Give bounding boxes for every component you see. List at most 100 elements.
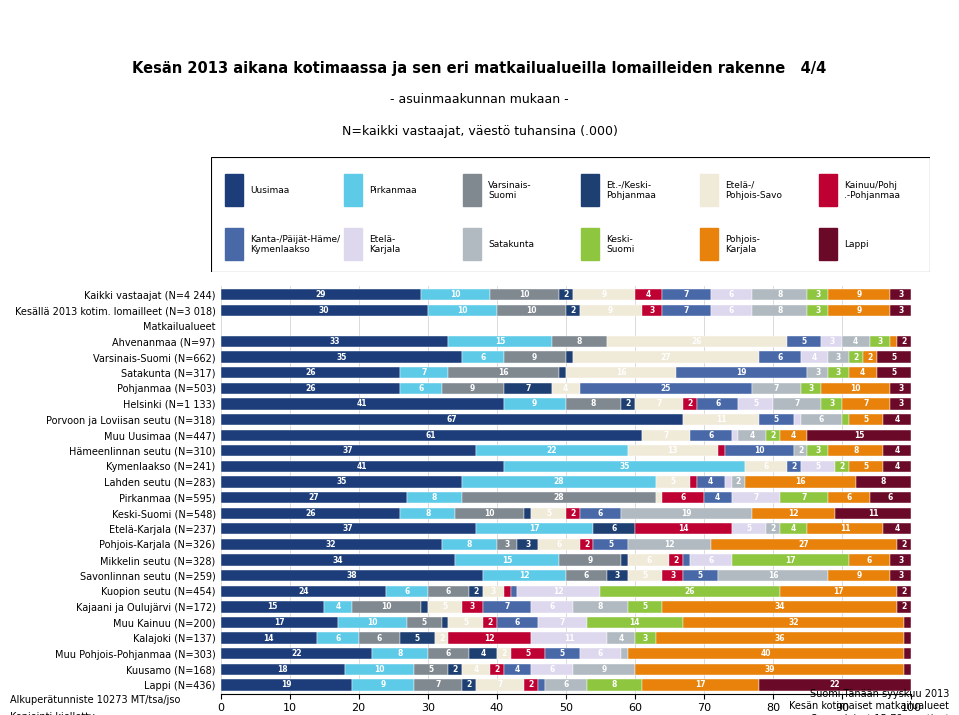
Text: 24: 24 [298,587,309,596]
Text: 18: 18 [277,665,288,674]
Text: 9: 9 [601,665,606,674]
Text: 30: 30 [319,306,329,315]
Bar [829,367,849,378]
Text: 6: 6 [888,493,893,502]
Text: 3: 3 [815,306,821,315]
Bar [566,570,607,581]
Bar [656,633,904,644]
Bar [760,679,911,691]
Text: 9: 9 [587,556,593,565]
Bar [579,648,621,659]
Bar [503,383,552,394]
Text: 3: 3 [898,384,903,393]
Text: 12: 12 [553,587,564,596]
Bar [898,601,911,613]
Text: 9: 9 [856,571,862,580]
Bar [497,617,538,628]
Bar [711,305,752,316]
Bar [870,336,890,347]
Bar [663,601,898,613]
Bar [842,336,870,347]
Text: 3: 3 [829,400,834,408]
Bar [221,601,324,613]
Text: Kanta-/Päijät-Häme/
Kymenlaakso: Kanta-/Päijät-Häme/ Kymenlaakso [250,235,340,254]
Text: 3: 3 [877,337,882,346]
Bar [725,476,732,488]
Bar [587,617,683,628]
Bar [441,383,503,394]
Text: 3: 3 [504,540,510,549]
Text: 27: 27 [799,540,809,549]
Bar [579,305,642,316]
Bar [221,476,462,488]
Text: 9: 9 [856,290,862,299]
Text: 3: 3 [526,540,530,549]
Bar [573,664,635,675]
Text: 6: 6 [867,556,873,565]
Text: 6: 6 [556,540,562,549]
Text: 11: 11 [716,415,726,424]
Text: 6: 6 [480,352,485,362]
Text: 4: 4 [336,602,340,611]
Bar [449,367,559,378]
Bar [642,679,760,691]
Text: 9: 9 [601,290,606,299]
Bar [545,679,587,691]
Text: 37: 37 [343,524,354,533]
Bar [676,367,807,378]
Text: 6: 6 [612,524,617,533]
Text: Kainuu/Pohj
.-Pohjanmaa: Kainuu/Pohj .-Pohjanmaa [844,181,900,200]
Text: 2: 2 [487,618,493,627]
Bar [225,228,244,260]
Bar [372,648,428,659]
Bar [490,664,503,675]
Bar [462,476,656,488]
Text: 4: 4 [715,493,720,502]
Bar [870,492,911,503]
Text: 10: 10 [367,618,378,627]
Text: 8: 8 [397,649,403,659]
Bar [510,586,518,597]
Bar [669,554,683,566]
Bar [821,336,842,347]
Text: 2: 2 [867,352,873,362]
Text: 4: 4 [895,415,900,424]
Text: 7: 7 [664,430,668,440]
Text: 7: 7 [753,493,759,502]
Text: 4: 4 [474,665,479,674]
Text: 6: 6 [715,400,720,408]
Text: 6: 6 [377,633,382,643]
Text: 8: 8 [597,602,603,611]
Bar [663,289,711,300]
Bar [581,174,599,207]
Text: 2: 2 [901,540,907,549]
Text: 6: 6 [550,602,554,611]
Text: 6: 6 [846,493,852,502]
Text: 2: 2 [854,352,858,362]
Text: 8: 8 [577,337,582,346]
Bar [635,398,683,410]
Bar [476,523,594,534]
Bar [628,648,904,659]
Bar [441,617,449,628]
Bar [690,430,732,440]
Bar [552,336,607,347]
Text: 22: 22 [830,681,840,689]
Text: 2: 2 [570,306,575,315]
Bar [842,398,890,410]
Text: 6: 6 [729,290,735,299]
Text: 3: 3 [898,306,903,315]
Text: 10: 10 [457,306,467,315]
Bar [807,305,829,316]
Bar [621,508,752,519]
Text: 6: 6 [405,587,409,596]
Bar [807,430,911,440]
Bar [462,228,480,260]
Bar [221,679,352,691]
Text: 4: 4 [895,524,900,533]
Bar [594,539,628,550]
Bar [449,664,462,675]
Text: 16: 16 [616,368,626,378]
Bar [780,523,807,534]
Bar [732,554,849,566]
